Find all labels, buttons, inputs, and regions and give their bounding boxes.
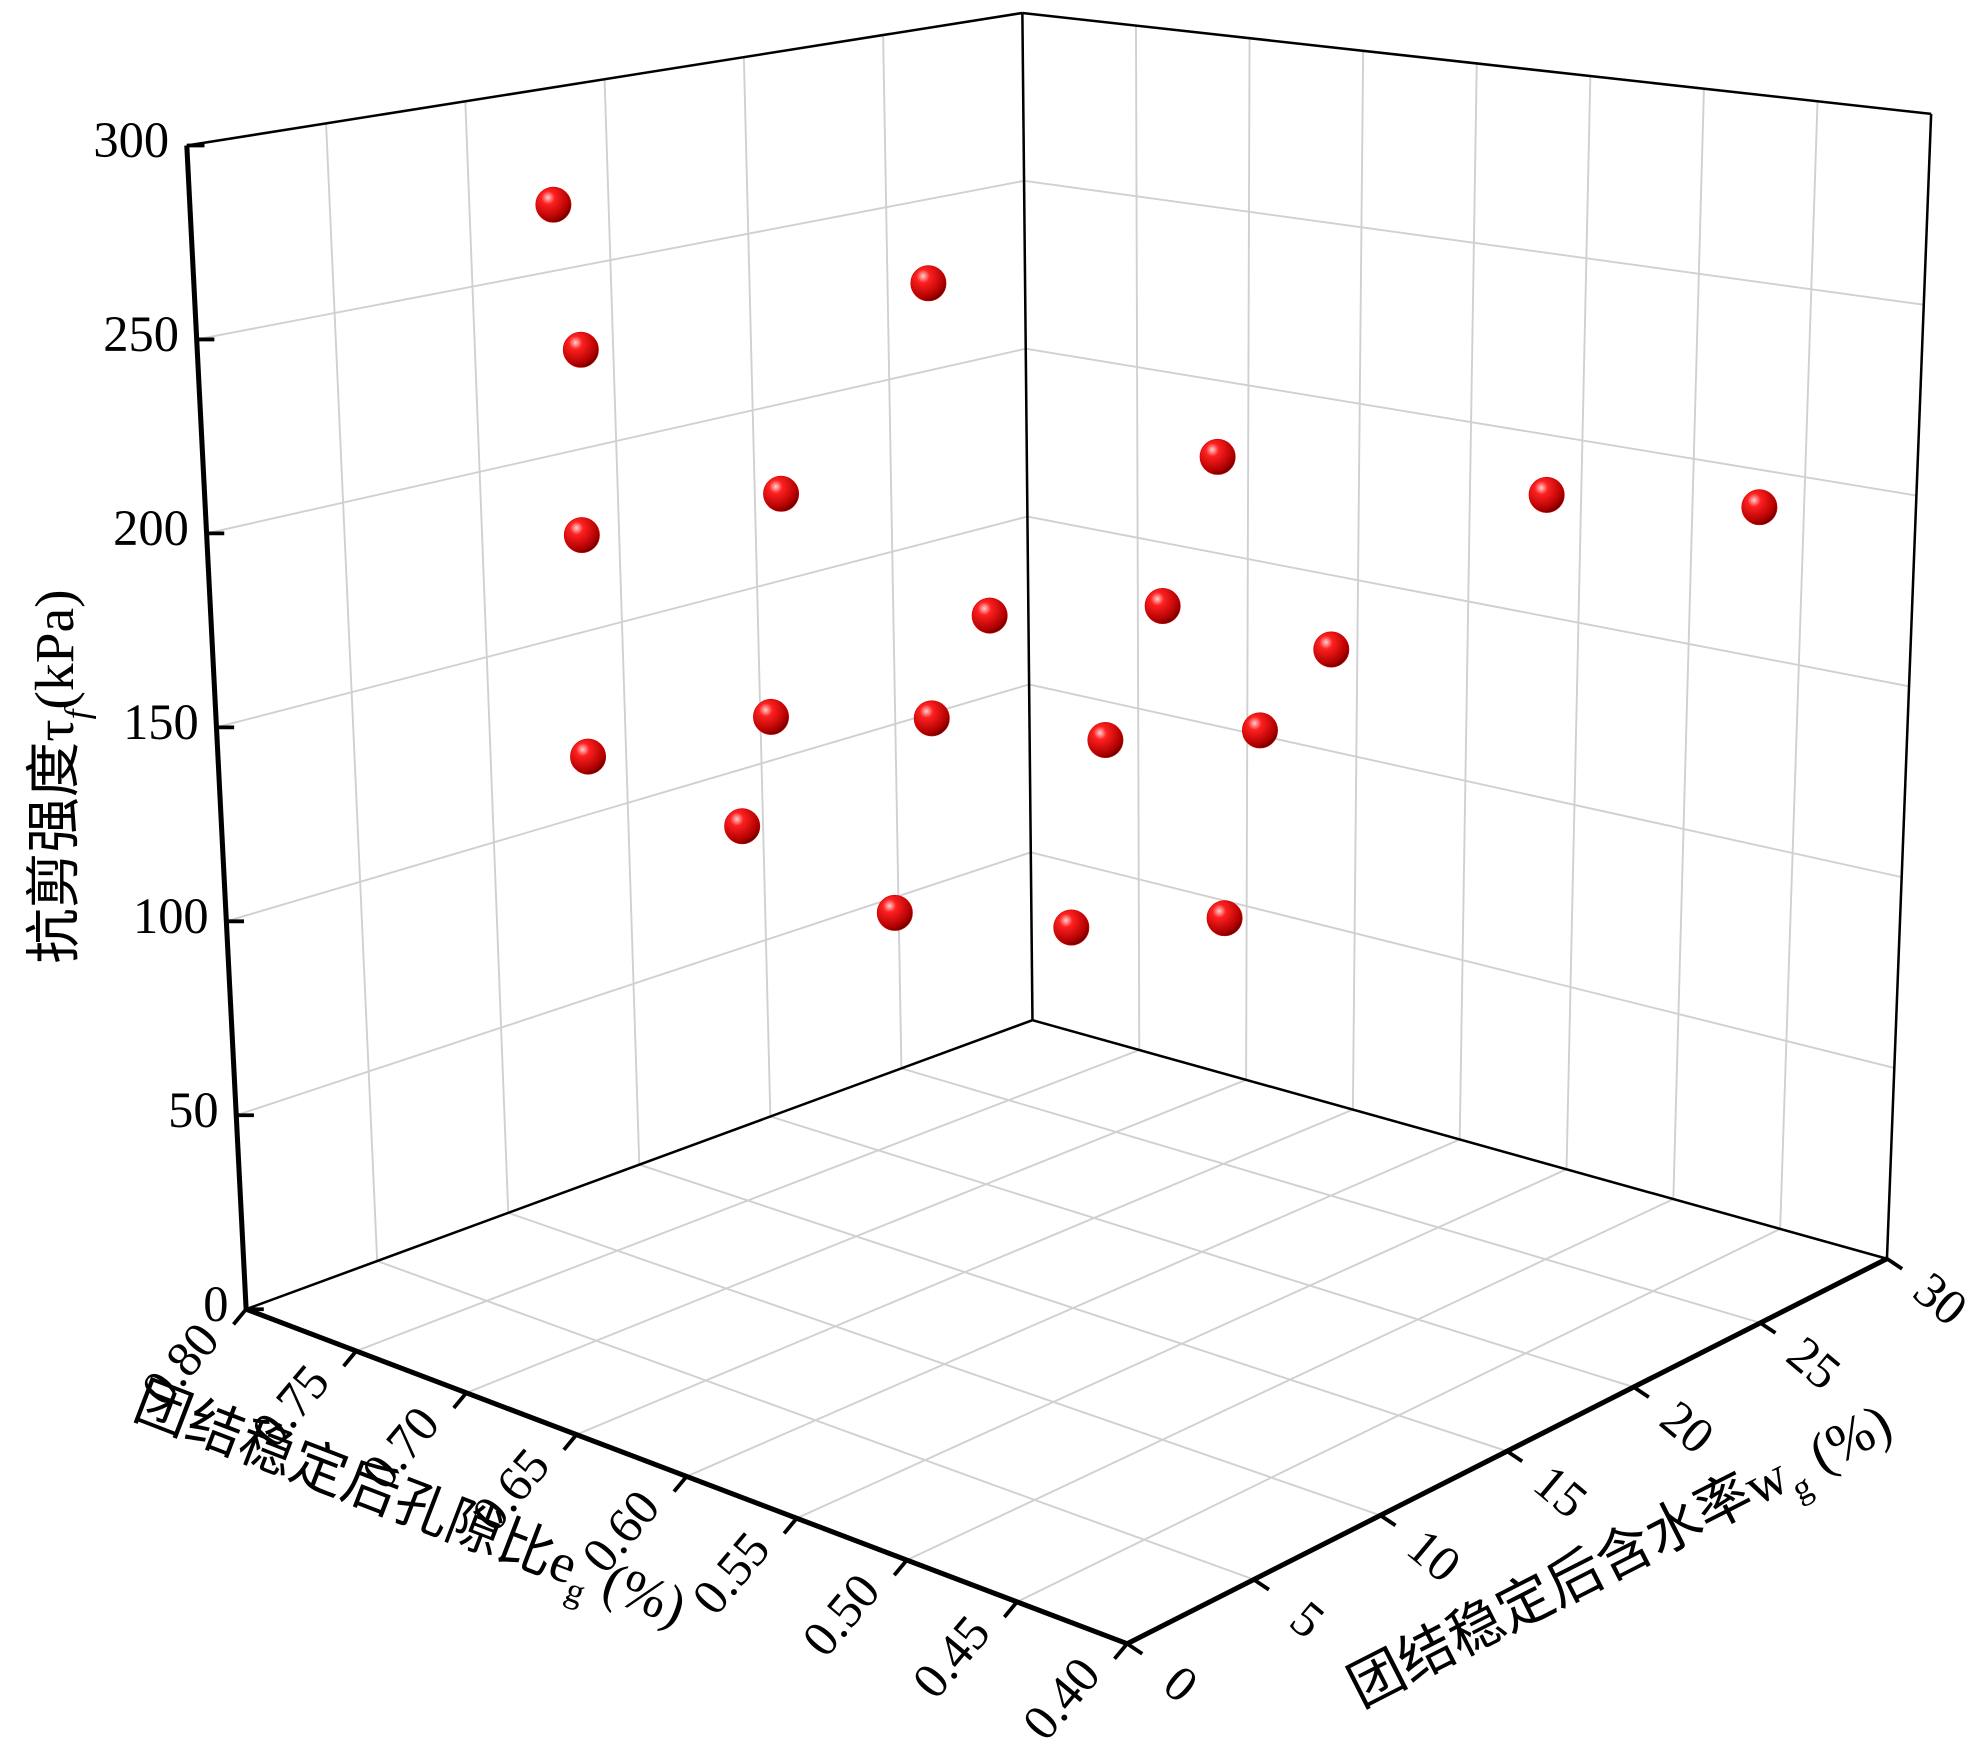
grid xyxy=(185,12,1933,1645)
y-tick-label: 30 xyxy=(1903,1261,1969,1336)
x-tick-label: 0.50 xyxy=(791,1563,891,1667)
grid-line xyxy=(1027,515,1910,688)
point xyxy=(763,475,800,512)
point xyxy=(1241,712,1278,749)
x-tick xyxy=(1113,1642,1129,1661)
z-tick-label: 100 xyxy=(133,888,209,944)
grid-line xyxy=(226,683,1030,923)
y-tick-label: 25 xyxy=(1777,1325,1852,1400)
y-tick-label: 0 xyxy=(1153,1654,1208,1713)
point xyxy=(1087,722,1124,759)
point xyxy=(535,186,572,223)
point xyxy=(570,738,607,775)
z-axis-title: 抗剪强度τf(kPa) xyxy=(25,589,96,963)
point xyxy=(1741,489,1778,526)
grid-line xyxy=(235,851,1032,1117)
point xyxy=(971,597,1008,634)
y-tick xyxy=(1885,1257,1904,1271)
point xyxy=(563,517,600,554)
y-tick-label: 10 xyxy=(1397,1518,1472,1593)
z-tick-label: 250 xyxy=(103,306,179,362)
x-tick xyxy=(562,1433,578,1452)
grid-line xyxy=(1025,347,1917,497)
grid-line xyxy=(1030,851,1895,1069)
x-tick-label: 0.40 xyxy=(1011,1647,1111,1745)
y-tick xyxy=(1379,1513,1397,1528)
x-tick xyxy=(452,1391,468,1410)
point xyxy=(913,700,950,737)
points xyxy=(535,186,1778,946)
x-tick-label: 0.45 xyxy=(901,1605,1001,1709)
y-tick xyxy=(1759,1321,1777,1335)
y-tick-label: 20 xyxy=(1650,1389,1725,1464)
x-tick xyxy=(782,1517,799,1535)
y-tick xyxy=(1632,1385,1650,1399)
x-tick-label: 0.55 xyxy=(681,1521,781,1625)
x-tick xyxy=(892,1558,909,1577)
y-tick-label: 15 xyxy=(1524,1454,1599,1529)
z-tick-label: 150 xyxy=(123,694,199,750)
point xyxy=(1313,631,1350,668)
grid-line xyxy=(638,1163,1508,1453)
y-tick xyxy=(1252,1577,1270,1592)
point xyxy=(1053,909,1090,946)
grid-line xyxy=(216,515,1028,729)
point xyxy=(1206,900,1243,937)
point xyxy=(876,894,913,931)
point xyxy=(724,808,761,845)
y-tick xyxy=(1126,1642,1144,1656)
point xyxy=(1144,588,1181,624)
grid-line xyxy=(901,1067,1761,1324)
z-tick-label: 50 xyxy=(168,1082,218,1138)
point xyxy=(1528,476,1565,513)
point xyxy=(753,698,790,735)
z-tick-label: 300 xyxy=(93,112,169,168)
x-tick xyxy=(1002,1600,1019,1619)
x-tick xyxy=(342,1349,358,1368)
y-tick xyxy=(1505,1449,1524,1463)
x-tick xyxy=(672,1475,689,1493)
point xyxy=(1199,438,1236,475)
grid-line xyxy=(206,347,1026,535)
x-tick xyxy=(232,1308,248,1326)
grid-line xyxy=(1023,179,1924,306)
point xyxy=(910,265,947,302)
grid-line xyxy=(376,1260,1255,1581)
grid-line xyxy=(1028,683,1902,879)
grid-line xyxy=(770,1115,1634,1388)
point xyxy=(562,331,599,368)
z-tick-label: 0 xyxy=(203,1276,228,1332)
y-tick-label: 5 xyxy=(1280,1590,1335,1649)
grid-line xyxy=(196,179,1025,341)
grid-line xyxy=(507,1211,1381,1517)
z-tick-label: 200 xyxy=(113,500,189,556)
